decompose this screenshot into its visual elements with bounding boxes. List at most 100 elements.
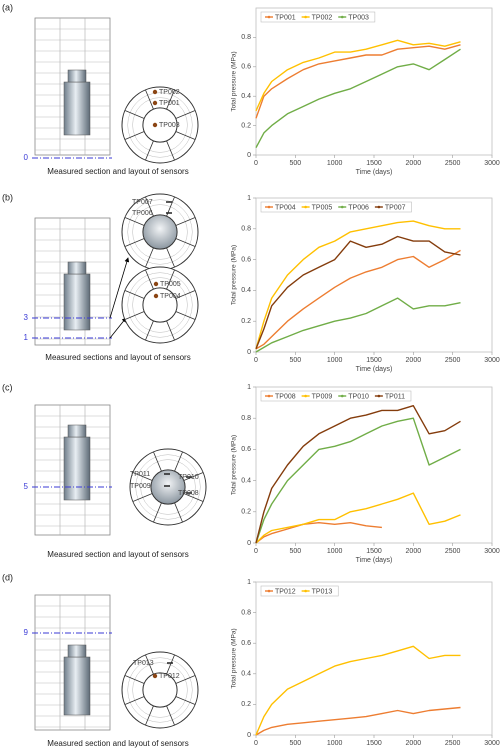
sensor-label: TP010 xyxy=(178,474,199,481)
x-tick-label: 0 xyxy=(254,548,258,555)
x-tick-label: 2500 xyxy=(445,357,461,364)
legend-label: TP003 xyxy=(348,14,369,21)
legend-label: TP001 xyxy=(275,14,296,21)
sensor-label: TP012 xyxy=(159,673,180,680)
section-ring xyxy=(127,657,193,723)
y-tick-label: 0 xyxy=(247,732,251,739)
section-spoke xyxy=(174,502,183,523)
section-spoke xyxy=(166,247,175,268)
section-spoke xyxy=(124,131,145,140)
y-tick-label: 0.4 xyxy=(241,93,251,100)
y-tick-label: 0.2 xyxy=(241,509,251,516)
section-ring xyxy=(127,92,193,158)
sensor-label: TP002 xyxy=(159,89,180,96)
y-tick-label: 0 xyxy=(247,152,251,159)
sensor-label: TP006 xyxy=(132,210,153,217)
y-axis-title: Total pressure (MPa) xyxy=(231,51,238,111)
y-tick-label: 0.8 xyxy=(241,226,251,233)
x-tick-label: 1000 xyxy=(327,160,343,167)
section-spoke xyxy=(166,654,175,675)
legend: TP001 TP002 TP003 xyxy=(260,11,376,23)
x-tick-label: 500 xyxy=(289,160,301,167)
legend-marker xyxy=(267,394,271,398)
y-axis-title: Total pressure (MPa) xyxy=(231,435,238,495)
y-tick-label: 0.2 xyxy=(241,318,251,325)
legend-marker xyxy=(340,205,344,209)
section-spoke xyxy=(175,110,196,119)
section-core xyxy=(150,469,186,505)
section-ring xyxy=(135,454,201,520)
x-tick-label: 3000 xyxy=(484,357,500,364)
x-tick-label: 0 xyxy=(254,160,258,167)
series-line xyxy=(255,522,382,544)
plot-frame xyxy=(255,197,493,353)
section-spoke xyxy=(166,140,175,161)
legend-label: TP010 xyxy=(348,393,369,400)
y-tick-label: 0.2 xyxy=(241,122,251,129)
panel-label: (b) xyxy=(2,192,13,202)
section-spoke xyxy=(166,269,175,290)
level-label: 0 xyxy=(24,153,29,162)
series-line xyxy=(255,492,461,544)
cylinder-top xyxy=(67,261,87,275)
legend-marker xyxy=(304,205,307,209)
section-spoke xyxy=(124,238,145,247)
legend: TP008 TP009 TP010 TP011 xyxy=(260,390,412,402)
x-tick-label: 0 xyxy=(254,357,258,364)
section-spoke xyxy=(175,311,196,320)
y-tick-label: 0.8 xyxy=(241,609,251,616)
series-line xyxy=(255,417,461,544)
y-tick-label: 0.6 xyxy=(241,446,251,453)
section-spoke xyxy=(145,140,154,161)
section-spoke xyxy=(145,247,154,268)
section-core xyxy=(142,107,178,143)
sensor-label: TP008 xyxy=(178,490,199,497)
cylinder-top xyxy=(67,644,87,658)
y-tick-label: 0.4 xyxy=(241,477,251,484)
x-tick-label: 1000 xyxy=(327,740,343,747)
sensor-label: TP003 xyxy=(159,122,180,129)
section-spoke xyxy=(174,451,183,472)
section-spoke xyxy=(153,502,162,523)
x-tick-label: 3000 xyxy=(484,740,500,747)
legend-label: TP012 xyxy=(275,588,296,595)
section-ring xyxy=(132,97,188,153)
panel-label: (c) xyxy=(2,382,13,392)
y-tick-label: 0.4 xyxy=(241,671,251,678)
series-line xyxy=(255,48,461,149)
plot-frame xyxy=(255,386,493,544)
y-tick-label: 0.2 xyxy=(241,701,251,708)
section-spoke xyxy=(145,269,154,290)
cylinder-body xyxy=(63,436,91,501)
sensor-label: TP011 xyxy=(130,471,150,478)
section-core xyxy=(142,672,178,708)
series-line xyxy=(255,235,461,350)
legend-box xyxy=(260,585,339,597)
section-spoke xyxy=(175,131,196,140)
series-line xyxy=(255,706,461,736)
section-spoke xyxy=(124,217,145,226)
cylinder-body xyxy=(63,273,91,331)
section-spoke xyxy=(145,196,154,217)
section-spoke xyxy=(124,675,145,684)
legend-marker xyxy=(377,394,381,398)
x-axis-title: Time (days) xyxy=(356,366,393,373)
legend-marker xyxy=(340,15,344,19)
level-label: 9 xyxy=(24,628,29,637)
legend: TP012 TP013 xyxy=(260,585,339,597)
section-spoke xyxy=(175,290,196,299)
legend-box xyxy=(260,390,412,402)
sensor-dot xyxy=(152,100,158,106)
y-tick-label: 0.6 xyxy=(241,640,251,647)
sensor-label: TP013 xyxy=(133,660,154,667)
legend-label: TP007 xyxy=(385,204,406,211)
level-label: 3 xyxy=(24,313,29,322)
sensor-label: TP001 xyxy=(159,100,180,107)
x-tick-label: 1500 xyxy=(366,357,382,364)
y-tick-label: 0.4 xyxy=(241,287,251,294)
legend-label: TP011 xyxy=(385,393,405,400)
pointer-arrow xyxy=(109,317,127,339)
x-tick-label: 1000 xyxy=(327,548,343,555)
section-spoke xyxy=(132,472,153,481)
x-tick-label: 500 xyxy=(289,740,301,747)
